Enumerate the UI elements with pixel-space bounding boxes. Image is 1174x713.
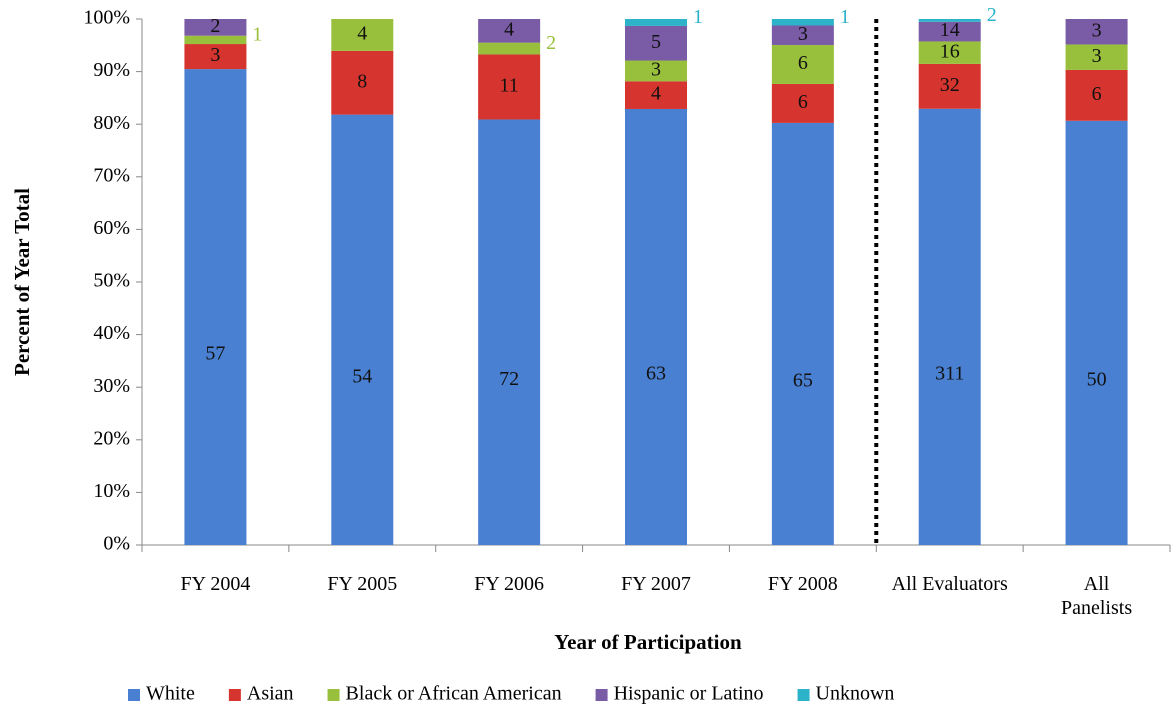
bar-segment: [184, 69, 247, 545]
y-tick-label: 90%: [93, 59, 130, 81]
y-tick-label: 30%: [93, 375, 130, 397]
bar-segment: [625, 60, 687, 82]
y-tick-label: 40%: [93, 322, 130, 344]
data-label: 1: [840, 6, 850, 28]
data-label: 3: [798, 23, 808, 45]
bar-segment: [478, 19, 541, 43]
bar-segment: [918, 19, 981, 22]
bar-segment: [625, 19, 687, 26]
data-label: 3: [210, 44, 220, 66]
data-label: 311: [935, 362, 964, 384]
x-tick-label: FY 2004: [180, 573, 251, 595]
bar-segment: [478, 54, 541, 120]
bar-segment: [918, 21, 981, 42]
bar-segment: [771, 44, 834, 84]
x-tick-label: FY 2007: [621, 573, 691, 595]
legend-swatch: [228, 689, 241, 701]
data-label: 4: [357, 23, 367, 45]
legend-label: Unknown: [816, 683, 895, 705]
bar-segment: [625, 25, 687, 61]
data-label: 2: [546, 32, 556, 54]
bar-segment: [1065, 44, 1128, 70]
data-label: 65: [793, 370, 813, 392]
data-label: 6: [1092, 83, 1102, 105]
bar-segment: [478, 119, 541, 545]
data-label: 2: [987, 4, 997, 26]
x-tick-label: FY 2008: [767, 573, 838, 595]
bar-segment: [771, 83, 834, 123]
x-tick-label: FY 2006: [474, 573, 545, 595]
data-label: 3: [651, 59, 661, 81]
bar-segment: [771, 122, 834, 545]
legend-swatch: [797, 689, 810, 701]
bar-segment: [184, 44, 247, 70]
bar-segment: [184, 19, 247, 36]
data-label: 63: [646, 363, 666, 385]
y-tick-label: 50%: [93, 270, 130, 292]
data-label: 11: [500, 75, 519, 97]
x-tick-label: All Panelists: [1061, 573, 1133, 619]
legend-label: White: [146, 683, 195, 705]
data-label: 1: [252, 23, 262, 45]
legend-swatch: [128, 689, 140, 701]
bar-segment: [918, 41, 981, 64]
x-tick-label: All Evaluators: [891, 573, 1008, 595]
legend-swatch: [595, 689, 608, 701]
bar-segment: [625, 108, 687, 545]
bar-segment: [478, 42, 541, 55]
y-tick-label: 60%: [93, 217, 130, 239]
legend-label: Asian: [247, 683, 294, 705]
bar-segment: [1065, 69, 1128, 121]
data-label: 4: [504, 18, 514, 40]
data-label: 5: [651, 31, 661, 53]
y-tick-label: 0%: [103, 533, 130, 555]
y-tick-label: 10%: [93, 480, 130, 502]
data-label: 4: [651, 83, 661, 105]
legend-swatch: [327, 689, 340, 701]
data-label: 2: [210, 15, 220, 37]
bar-segment: [184, 35, 247, 45]
y-axis-title: Percent of Year Total: [10, 188, 34, 376]
data-label: 14: [940, 19, 960, 41]
data-label: 54: [352, 365, 372, 387]
y-tick-label: 20%: [93, 427, 130, 449]
data-label: 6: [798, 91, 808, 113]
bar-segment: [771, 25, 834, 45]
y-tick-label: 70%: [93, 164, 130, 186]
x-axis-title: Year of Participation: [554, 630, 742, 654]
legend-label: Hispanic or Latino: [614, 683, 764, 705]
bar-segment: [331, 19, 394, 51]
data-label: 6: [798, 52, 808, 74]
bar-segment: [331, 114, 394, 546]
bar-segment: [918, 63, 981, 109]
bar-segment: [771, 19, 834, 26]
bar-segment: [625, 81, 687, 109]
x-tick-label: FY 2005: [327, 573, 398, 595]
bar-segment: [331, 50, 394, 115]
bar-segment: [918, 108, 981, 546]
y-tick-label: 80%: [93, 112, 130, 134]
legend-label: Black or African American: [346, 683, 562, 705]
data-label: 1: [693, 6, 703, 28]
data-label: 3: [1092, 45, 1102, 67]
data-label: 32: [940, 74, 960, 96]
bar-segment: [1065, 120, 1128, 545]
data-label: 50: [1087, 368, 1107, 390]
data-label: 72: [499, 368, 519, 390]
data-label: 3: [1092, 19, 1102, 41]
y-tick-label: 100%: [83, 7, 130, 29]
data-label: 57: [205, 343, 225, 365]
data-label: 16: [940, 40, 960, 62]
data-label: 8: [357, 70, 367, 92]
bar-segment: [1065, 19, 1128, 45]
